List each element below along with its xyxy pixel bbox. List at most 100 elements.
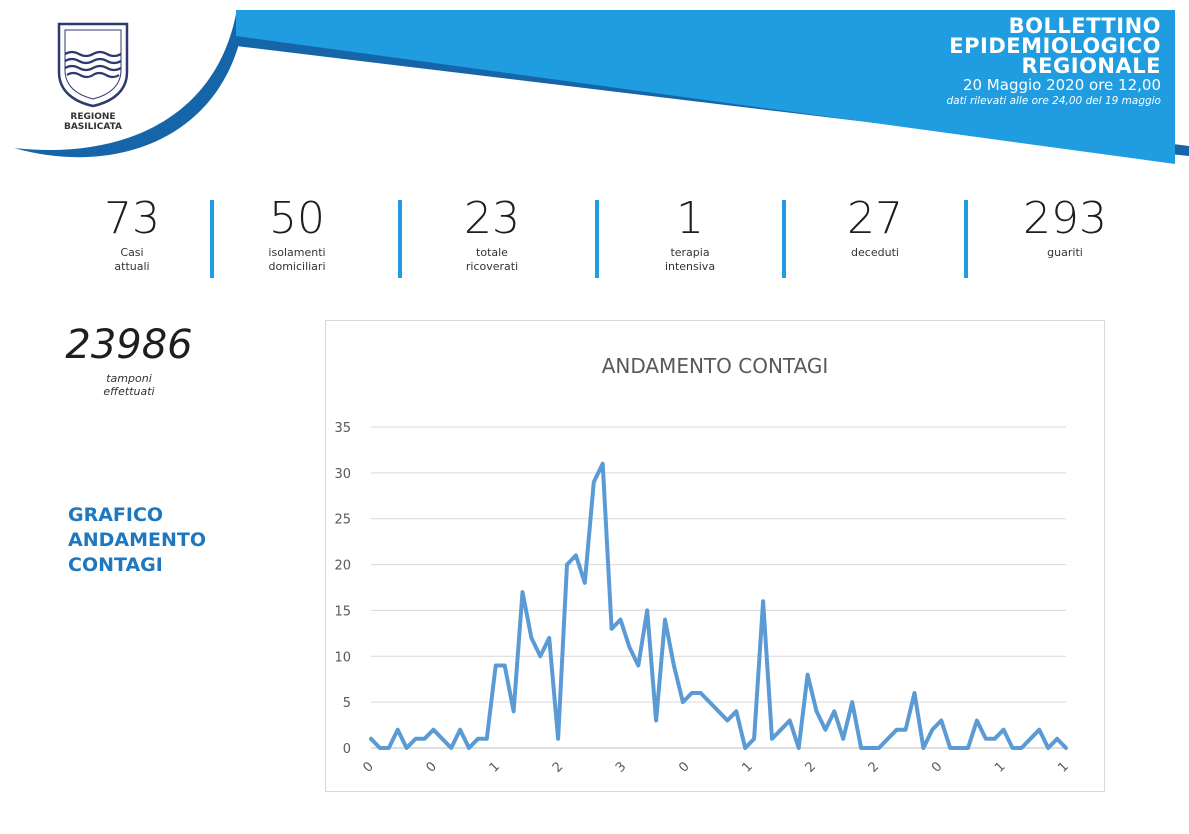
data-point — [806, 673, 809, 676]
x-tick-label: 0 — [360, 759, 376, 775]
stat-divider — [595, 200, 599, 278]
stat-totale-ricoverati: 23 totale ricoverati — [432, 192, 552, 274]
data-point — [663, 618, 667, 621]
data-point — [957, 746, 961, 750]
data-point — [690, 691, 693, 695]
stat-label: Casi attuali — [114, 246, 150, 273]
stat-divider — [210, 200, 214, 278]
data-point — [1029, 737, 1032, 740]
header-banner — [14, 10, 1189, 164]
stat-label: guariti — [1047, 246, 1083, 259]
stat-label: terapia intensiva — [664, 246, 716, 273]
stat-value: 27 — [847, 193, 903, 244]
data-point — [583, 581, 586, 585]
data-point — [521, 590, 524, 594]
data-point — [815, 710, 818, 713]
x-tick-label: 2 — [866, 759, 882, 775]
data-point — [752, 737, 756, 740]
data-point — [788, 719, 791, 722]
y-tick-label: 30 — [334, 467, 351, 482]
data-point — [1011, 746, 1014, 750]
region-name: REGIONE BASILICATA — [63, 112, 123, 132]
data-point — [494, 664, 497, 667]
stat-value: 73 — [104, 193, 160, 244]
y-tick-label: 20 — [334, 559, 351, 574]
data-point — [779, 728, 783, 731]
x-tick-label: 3 — [613, 759, 629, 775]
y-tick-label: 35 — [334, 421, 351, 436]
data-point — [797, 746, 800, 750]
x-tick-label: 1 — [1055, 759, 1071, 775]
shield-icon — [57, 22, 129, 108]
banner-blue-area — [236, 10, 1175, 164]
data-point — [726, 719, 729, 722]
chart-frame: ANDAMENTO CONTAGI 0 5 10 15 20 25 30 35 0 0 1 2 3 0 1 2… — [325, 320, 1105, 792]
data-point — [530, 636, 533, 640]
data-point — [735, 710, 738, 713]
y-tick-label: 15 — [334, 604, 351, 619]
data-point — [1038, 728, 1041, 731]
data-point — [877, 746, 881, 750]
series-line — [369, 461, 1068, 750]
bulletin-date: 20 Maggio 2020 ore 12,00 — [962, 76, 1161, 94]
data-point — [966, 746, 970, 750]
data-point — [387, 746, 390, 750]
data-point — [895, 728, 898, 731]
stat-divider — [964, 200, 968, 278]
data-point — [601, 462, 604, 465]
stat-isolamenti-domiciliari: 50 isolamenti domiciliari — [232, 192, 362, 274]
data-point — [833, 710, 836, 713]
stat-value: 1 — [676, 193, 704, 244]
data-point — [931, 728, 934, 731]
x-tick-label: 0 — [423, 759, 439, 775]
stat-value: 50 — [269, 193, 325, 244]
bulletin-note: dati rilevati alle ore 24,00 del 19 magg… — [946, 95, 1161, 107]
data-point — [450, 746, 453, 750]
banner-swoosh — [14, 14, 245, 158]
stat-value: 23 — [464, 193, 520, 244]
stat-divider — [398, 200, 402, 278]
x-tick-label: 1 — [487, 759, 503, 775]
data-point — [458, 728, 462, 731]
section-title: GRAFICO ANDAMENTO CONTAGI — [68, 504, 206, 576]
data-point — [842, 737, 845, 740]
data-point — [414, 737, 417, 740]
x-tick-label: 0 — [676, 759, 692, 775]
data-point — [654, 719, 658, 722]
data-point — [699, 691, 702, 695]
stat-deceduti: 27 deceduti — [815, 192, 935, 260]
x-tick-label: 2 — [803, 759, 819, 775]
bulletin-title: BOLLETTINO EPIDEMIOLOGICO REGIONALE — [949, 14, 1161, 78]
data-point — [610, 627, 613, 630]
data-point — [949, 746, 952, 750]
region-logo: REGIONE BASILICATA — [50, 20, 136, 132]
data-point — [1064, 746, 1068, 750]
data-point — [476, 737, 480, 740]
y-tick-label: 0 — [343, 742, 351, 757]
stat-label: deceduti — [851, 246, 899, 259]
x-tick-label: 1 — [739, 759, 755, 775]
data-point — [1020, 746, 1023, 750]
y-tick-label: 25 — [334, 513, 351, 528]
data-point — [708, 700, 711, 704]
data-point — [886, 737, 889, 740]
data-point — [851, 700, 854, 704]
tamponi-value: 23986 — [65, 322, 193, 368]
data-point — [940, 719, 943, 722]
chart-title: ANDAMENTO CONTAGI — [601, 354, 829, 378]
tamponi-label: tamponi effettuati — [103, 372, 155, 398]
y-tick-label: 10 — [334, 650, 351, 665]
data-point — [824, 728, 827, 731]
data-point — [574, 554, 578, 557]
data-point — [1055, 737, 1059, 740]
data-point — [681, 700, 685, 704]
data-point — [628, 645, 631, 649]
stat-casi-attuali: 73 Casi attuali — [82, 192, 182, 274]
data-point — [548, 636, 551, 640]
data-point — [423, 737, 426, 740]
data-point — [467, 746, 471, 750]
data-point — [405, 746, 408, 750]
data-point — [913, 691, 916, 695]
data-point — [859, 746, 863, 750]
